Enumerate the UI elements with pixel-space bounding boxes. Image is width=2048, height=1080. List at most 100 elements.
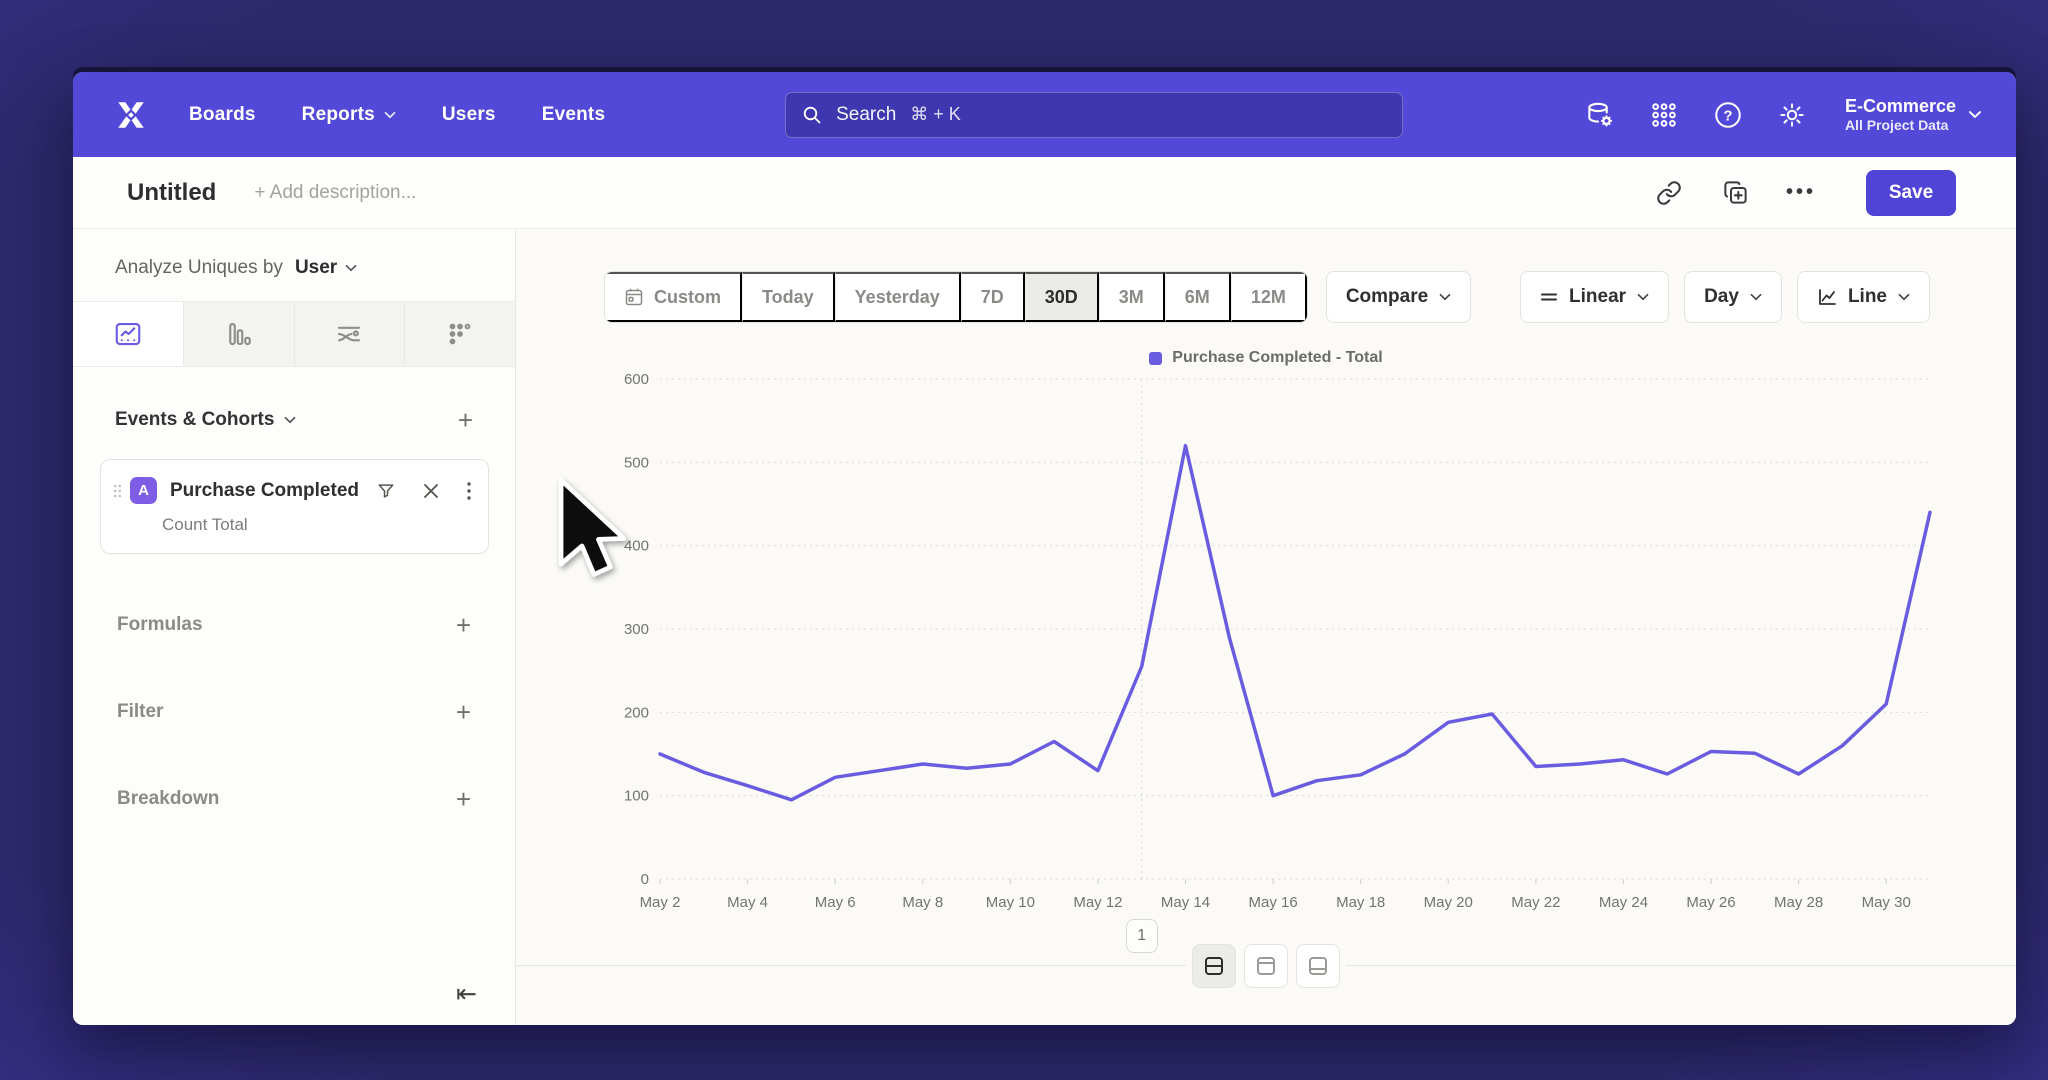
toolbar-actions: ••• Save [1654, 169, 1956, 216]
collapse-sidebar-icon[interactable]: ⇤ [456, 980, 477, 1008]
annotation-marker[interactable]: 1 [1125, 919, 1158, 953]
app-window: Boards Reports Users Events Search ⌘ + K [73, 72, 2016, 1025]
range-12m-button[interactable]: 12M [1230, 272, 1307, 322]
svg-text:300: 300 [624, 621, 649, 638]
svg-text:0: 0 [641, 871, 649, 888]
nav-item-boards[interactable]: Boards [189, 103, 256, 125]
chevron-down-icon [1750, 293, 1762, 301]
add-breakdown-button[interactable]: + [455, 784, 471, 814]
add-filter-button[interactable]: + [455, 697, 471, 727]
range-today-button[interactable]: Today [742, 272, 835, 322]
line-chart: 0 100 200 300 400 500 600 May 2 May 4 May 6 May 8 M… [615, 371, 1945, 955]
data-management-icon[interactable] [1583, 98, 1617, 132]
svg-text:?: ? [1723, 107, 1732, 124]
project-info: E-Commerce All Project Data [1845, 95, 1956, 135]
svg-text:100: 100 [624, 788, 649, 805]
chart-type-dropdown[interactable]: Line [1796, 271, 1930, 323]
calendar-icon [625, 288, 643, 306]
sidebar-row-formulas: Formulas + [73, 612, 515, 638]
layout-top-button[interactable] [1244, 944, 1288, 988]
duplicate-icon[interactable] [1720, 178, 1750, 208]
range-yesterday-button[interactable]: Yesterday [834, 272, 961, 322]
layout-bottom-button[interactable] [1296, 944, 1340, 988]
add-formulas-button[interactable]: + [455, 610, 471, 640]
events-cohorts-label[interactable]: Events & Cohorts [115, 409, 275, 430]
insights-chart-icon [115, 322, 141, 346]
top-navbar: Boards Reports Users Events Search ⌘ + K [73, 72, 2016, 157]
event-count-type[interactable]: Count Total [162, 515, 248, 534]
sidebar-row-breakdown: Breakdown + [73, 786, 515, 812]
mixpanel-logo-glyph [118, 101, 144, 128]
svg-text:May 12: May 12 [1073, 894, 1122, 911]
report-title[interactable]: Untitled [127, 178, 217, 206]
legend-label: Purchase Completed - Total [1172, 349, 1383, 366]
kebab-menu-icon[interactable] [466, 481, 472, 501]
apps-grid-icon[interactable] [1647, 98, 1681, 132]
sidebar-row-filter: Filter + [73, 699, 515, 725]
chevron-down-icon [1439, 293, 1451, 301]
range-custom-button[interactable]: Custom [605, 272, 742, 322]
range-6m-button[interactable]: 6M [1164, 272, 1231, 322]
sidebar-footer: ⇤ [73, 979, 515, 1025]
range-30d-button[interactable]: 30D [1024, 272, 1099, 322]
svg-text:May 10: May 10 [986, 894, 1035, 911]
tab-retention[interactable] [404, 302, 515, 366]
retention-dots-icon [449, 323, 471, 345]
svg-text:May 14: May 14 [1161, 894, 1210, 911]
more-options-icon[interactable]: ••• [1786, 181, 1817, 203]
chevron-down-icon [1637, 293, 1649, 301]
filter-label: Filter [117, 701, 164, 722]
remove-event-icon[interactable] [422, 482, 440, 500]
save-button[interactable]: Save [1866, 169, 1956, 216]
range-3m-button[interactable]: 3M [1098, 272, 1165, 322]
events-cohorts-header: Events & Cohorts + [115, 407, 473, 433]
analyze-uniques-row: Analyze Uniques by User [73, 229, 515, 301]
breakdown-label: Breakdown [117, 788, 220, 809]
scale-dropdown[interactable]: Linear [1520, 271, 1670, 323]
chart-display-controls: Linear Day Line [1520, 271, 1930, 323]
event-card[interactable]: A Purchase Completed [100, 459, 489, 554]
chart-legend: Purchase Completed - Total [516, 349, 2016, 367]
svg-text:May 2: May 2 [640, 894, 681, 911]
analyze-entity-dropdown[interactable]: User [295, 257, 357, 279]
chevron-down-icon [384, 111, 396, 118]
svg-text:May 28: May 28 [1774, 894, 1823, 911]
search-input[interactable]: Search ⌘ + K [785, 91, 1404, 138]
project-switcher[interactable]: E-Commerce All Project Data [1845, 95, 1982, 135]
chart-panel: Custom Today Yesterday 7D 30D 3M 6M 12M Compare… [516, 229, 2016, 1025]
settings-icon[interactable] [1775, 98, 1809, 132]
svg-text:400: 400 [624, 538, 649, 555]
nav-item-reports[interactable]: Reports [302, 104, 396, 126]
nav-item-users[interactable]: Users [441, 103, 496, 125]
drag-handle-icon[interactable] [113, 483, 122, 499]
svg-text:May 22: May 22 [1511, 894, 1560, 911]
linear-scale-icon [1541, 293, 1558, 301]
tab-funnels[interactable] [182, 302, 294, 366]
svg-text:May 26: May 26 [1686, 894, 1735, 911]
flows-icon [338, 326, 361, 342]
compare-dropdown[interactable]: Compare [1325, 271, 1472, 323]
event-name[interactable]: Purchase Completed [170, 479, 359, 501]
range-7d-button[interactable]: 7D [960, 272, 1025, 322]
copy-link-icon[interactable] [1654, 178, 1684, 208]
layout-split-button[interactable] [1192, 944, 1236, 988]
svg-text:May 20: May 20 [1424, 894, 1473, 911]
date-range-segmented-control: Custom Today Yesterday 7D 30D 3M 6M 12M [604, 271, 1308, 323]
svg-text:600: 600 [624, 371, 649, 388]
interval-dropdown[interactable]: Day [1684, 271, 1782, 323]
tab-flows[interactable] [293, 302, 405, 366]
content-area: Analyze Uniques by User [73, 229, 2016, 1025]
filter-funnel-icon[interactable] [376, 481, 396, 501]
help-icon[interactable]: ? [1711, 98, 1745, 132]
add-event-button[interactable]: + [457, 405, 473, 435]
tab-insights[interactable] [73, 302, 183, 366]
project-scope: All Project Data [1844, 117, 1949, 133]
svg-text:May 16: May 16 [1249, 894, 1298, 911]
primary-nav: Boards Reports Users Events [189, 104, 605, 126]
add-description-field[interactable]: + Add description... [254, 181, 417, 203]
chevron-down-icon [1968, 110, 1982, 119]
search-shortcut: ⌘ + K [910, 104, 961, 124]
mixpanel-logo[interactable] [109, 93, 153, 137]
nav-item-events[interactable]: Events [541, 103, 606, 125]
